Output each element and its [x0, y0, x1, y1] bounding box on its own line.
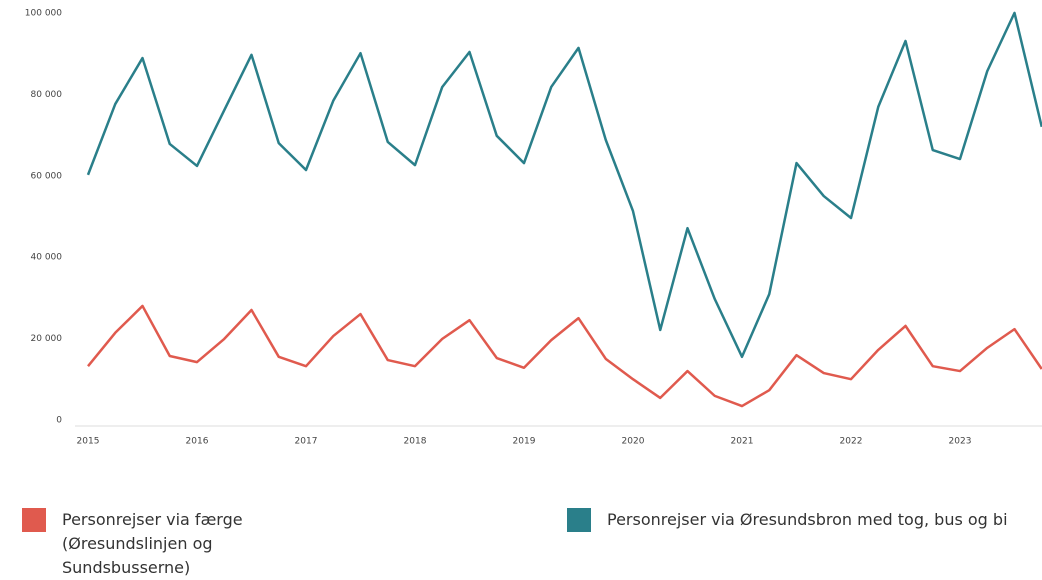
- chart: 0 20 000 40 000 60 000 80 000 100 000 2015 2016…: [25, 9, 1042, 447]
- y-tick-label: 20 000: [31, 334, 63, 344]
- series-line: [86, 11, 1042, 359]
- series-line: [87, 304, 1042, 408]
- x-tick-label: 2018: [404, 437, 427, 447]
- x-tick-label: 2020: [622, 437, 645, 447]
- legend-label: Personrejser via Øresundsbron med tog, b…: [607, 510, 1008, 529]
- legend-item: Personrejser via færge (Øresundslinjen o…: [22, 508, 322, 580]
- x-tick-label: 2019: [513, 437, 536, 447]
- y-tick-label: 0: [56, 416, 62, 426]
- x-tick-label: 2015: [77, 437, 100, 447]
- x-tick-label: 2023: [949, 437, 972, 447]
- y-tick-label: 40 000: [31, 253, 63, 263]
- x-tick-label: 2021: [731, 437, 754, 447]
- legend-swatch: [567, 508, 591, 532]
- y-tick-label: 60 000: [31, 171, 63, 181]
- legend-item: Personrejser via Øresundsbron med tog, b…: [567, 508, 1008, 532]
- x-tick-label: 2022: [840, 437, 863, 447]
- legend-label: Personrejser via færge (Øresundslinjen o…: [62, 510, 243, 577]
- page: 0 20 000 40 000 60 000 80 000 100 000 2015 2016…: [22, 8, 1042, 577]
- y-tick-label: 100 000: [25, 9, 62, 19]
- x-tick-label: 2017: [295, 437, 318, 447]
- legend-swatch: [22, 508, 46, 532]
- x-tick-label: 2016: [186, 437, 209, 447]
- y-tick-label: 80 000: [31, 90, 63, 100]
